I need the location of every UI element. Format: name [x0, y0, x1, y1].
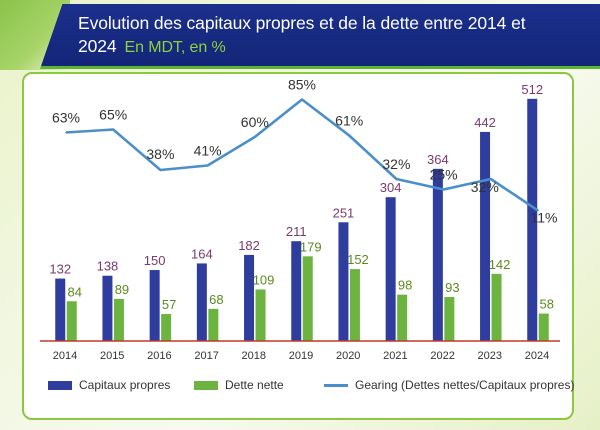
x-tick-2016: 2016	[147, 350, 171, 362]
label-dette-2018: 109	[253, 272, 275, 287]
bar-capitaux-2021	[385, 197, 396, 341]
bar-capitaux-2015	[102, 275, 113, 341]
label-capitaux-2015: 138	[97, 259, 119, 274]
chart-title-main: Evolution des capitaux propres et de la …	[78, 13, 526, 56]
gearing-point-2024	[537, 209, 539, 212]
chart-title: Evolution des capitaux propres et de la …	[78, 12, 578, 59]
gearing-line	[65, 98, 539, 212]
gearing-label-2022: 25%	[430, 167, 458, 183]
bar-capitaux-2020	[338, 222, 349, 341]
x-tick-2020: 2020	[336, 350, 360, 362]
label-capitaux-2017: 164	[191, 246, 213, 261]
gearing-point-2020	[348, 134, 351, 137]
x-tick-2021: 2021	[383, 350, 407, 362]
gearing-label-2020: 61%	[335, 113, 363, 129]
bar-capitaux-2016	[149, 270, 160, 341]
chart-subtitle: En MDT, en %	[124, 39, 226, 56]
label-capitaux-2023: 442	[474, 115, 496, 130]
x-tick-2015: 2015	[100, 350, 124, 362]
legend-swatch-gearing	[324, 383, 348, 387]
legend-label-gearing: Gearing (Dettes nettes/Capitaux propres)	[355, 378, 575, 392]
gearing-label-2024: 11%	[531, 210, 558, 226]
label-dette-2023: 142	[489, 257, 511, 272]
label-dette-2015: 89	[115, 282, 129, 297]
label-dette-2021: 98	[398, 278, 412, 293]
gearing-label-2023: 32%	[471, 179, 499, 195]
label-dette-2019: 179	[300, 239, 322, 254]
label-dette-2020: 152	[347, 252, 369, 267]
label-dette-2014: 84	[68, 284, 82, 299]
label-capitaux-2020: 251	[333, 205, 355, 220]
label-dette-2016: 57	[162, 297, 176, 312]
bar-capitaux-2014	[55, 278, 66, 341]
bar-dette-2017	[208, 308, 219, 341]
legend: Capitaux propres Dette nette Gearing (De…	[48, 378, 578, 398]
label-capitaux-2022: 364	[427, 152, 449, 167]
label-capitaux-2018: 182	[238, 238, 260, 253]
x-tick-2018: 2018	[242, 350, 266, 362]
legend-label-dette: Dette nette	[225, 378, 284, 392]
label-capitaux-2024: 512	[521, 82, 543, 97]
x-tick-2023: 2023	[478, 350, 502, 362]
label-dette-2024: 58	[540, 297, 554, 312]
bar-capitaux-2017	[196, 263, 207, 341]
label-dette-2017: 68	[209, 292, 223, 307]
gearing-point-2016	[159, 169, 162, 171]
bar-dette-2014	[66, 301, 77, 341]
gearing-label-2017: 41%	[194, 143, 222, 159]
bar-capitaux-2022	[432, 168, 443, 341]
label-capitaux-2021: 304	[380, 180, 402, 195]
label-dette-2022: 93	[445, 280, 459, 295]
gearing-point-2019	[301, 98, 303, 101]
x-tick-2014: 2014	[53, 350, 77, 362]
legend-item-capitaux: Capitaux propres	[48, 378, 170, 392]
bar-dette-2022	[444, 297, 455, 341]
bar-dette-2015	[113, 298, 124, 341]
gearing-point-2021	[395, 178, 398, 180]
label-capitaux-2019: 211	[286, 224, 307, 239]
gearing-label-2018: 60%	[241, 114, 269, 130]
gearing-point-2014	[65, 131, 67, 134]
bar-capitaux-2018	[244, 254, 255, 341]
gearing-point-2015	[112, 128, 114, 131]
bar-dette-2019	[302, 256, 313, 341]
bar-dette-2020	[349, 269, 360, 341]
bar-capitaux-2019	[291, 241, 302, 341]
legend-swatch-dette	[194, 380, 218, 390]
gearing-label-2019: 85%	[288, 77, 316, 93]
gearing-label-2021: 32%	[382, 156, 410, 172]
x-tick-2017: 2017	[194, 350, 218, 362]
bar-capitaux-2023	[480, 131, 491, 341]
gearing-point-2022	[442, 188, 445, 191]
bar-dette-2023	[491, 273, 502, 341]
bar-dette-2016	[161, 314, 172, 341]
legend-item-dette: Dette nette	[194, 378, 284, 392]
bar-dette-2018	[255, 289, 266, 341]
x-tick-2019: 2019	[289, 350, 313, 362]
gearing-point-2018	[254, 136, 256, 138]
gearing-label-2016: 38%	[146, 146, 174, 162]
gearing-label-2014: 63%	[52, 110, 80, 126]
gearing-point-2017	[206, 164, 209, 167]
bar-capitaux-2024	[527, 98, 538, 341]
bar-dette-2024	[538, 313, 549, 341]
title-banner	[40, 4, 600, 69]
label-capitaux-2014: 132	[49, 262, 71, 277]
bar-dette-2021	[397, 294, 408, 341]
gearing-point-2023	[490, 178, 492, 180]
legend-swatch-capitaux	[48, 380, 72, 390]
legend-item-gearing: Gearing (Dettes nettes/Capitaux propres)	[324, 378, 574, 392]
gearing-label-2015: 65%	[99, 107, 127, 123]
label-capitaux-2016: 150	[144, 253, 166, 268]
x-tick-2024: 2024	[525, 350, 549, 362]
x-tick-2022: 2022	[430, 350, 454, 362]
legend-label-capitaux: Capitaux propres	[79, 378, 171, 392]
